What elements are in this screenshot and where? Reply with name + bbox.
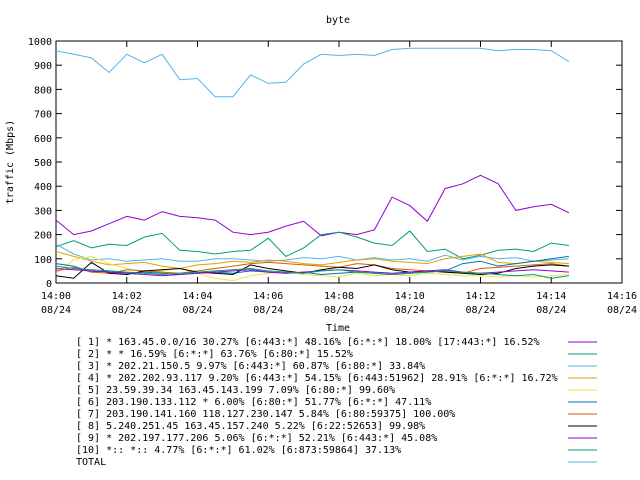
y-tick-label: 200 [34, 231, 52, 242]
legend: [ 1] * 163.45.0.0/16 30.27% [6:443:*] 48… [76, 337, 597, 468]
y-tick-label: 1000 [28, 37, 52, 48]
plot-frame [55, 40, 623, 284]
legend-label: TOTAL [76, 457, 106, 468]
legend-label: [ 8] 5.240.251.45 163.45.157.240 5.22% [… [76, 421, 425, 432]
legend-label: [ 6] 203.190.133.112 * 6.00% [6:80:*] 51… [76, 397, 431, 408]
y-tick-label: 500 [34, 158, 52, 169]
x-axis-ticks: 14:00 08/24 14:02 08/24 14:04 08/24 14:06 08/24… [41, 41, 637, 316]
legend-label: [ 1] * 163.45.0.0/16 30.27% [6:443:*] 48… [76, 337, 540, 348]
series-line-6 [55, 255, 569, 276]
y-axis-ticks: 0 100 200 300 400 500 600 700 800 900 1000 [28, 37, 622, 290]
legend-label: [ 7] 203.190.141.160 118.127.230.147 5.8… [76, 409, 455, 420]
x-tick-time: 14:04 [182, 291, 212, 302]
series-line-10 [55, 265, 569, 279]
series-line-5 [55, 255, 569, 282]
series-line-4 [55, 251, 569, 270]
x-tick-date: 08/24 [41, 305, 71, 316]
legend-label: [ 5] 23.59.39.34 163.45.143.199 7.09% [6… [76, 385, 395, 396]
x-tick-time: 14:12 [465, 291, 495, 302]
series-line-11 [55, 47, 570, 98]
y-tick-label: 400 [34, 182, 52, 193]
legend-label: [ 3] * 202.21.150.5 9.97% [6:443:*] 60.8… [76, 361, 425, 372]
series-line-7 [55, 261, 569, 274]
legend-label: [ 2] * * 16.59% [6:*:*] 63.76% [6:80:*] … [76, 349, 353, 360]
x-tick-time: 14:10 [395, 291, 425, 302]
series-line-2 [55, 230, 569, 260]
y-tick-label: 600 [34, 134, 52, 145]
x-tick-time: 14:16 [607, 291, 637, 302]
chart-title: byte [326, 15, 350, 26]
x-tick-time: 14:08 [324, 291, 354, 302]
x-tick-date: 08/24 [465, 305, 495, 316]
legend-label: [ 4] * 202.202.93.117 9.20% [6:443:*] 54… [76, 373, 558, 384]
x-tick-date: 08/24 [182, 305, 212, 316]
y-tick-label: 700 [34, 110, 52, 121]
x-tick-date: 08/24 [395, 305, 425, 316]
x-tick-date: 08/24 [324, 305, 354, 316]
y-tick-label: 300 [34, 206, 52, 217]
series-lines [55, 47, 570, 282]
x-tick-date: 08/24 [536, 305, 566, 316]
x-tick-date: 08/24 [607, 305, 637, 316]
y-axis-label: traffic (Mbps) [5, 120, 16, 204]
y-tick-label: 800 [34, 85, 52, 96]
x-tick-date: 08/24 [112, 305, 142, 316]
series-line-1 [55, 174, 570, 237]
y-tick-label: 900 [34, 61, 52, 72]
y-tick-label: 100 [34, 255, 52, 266]
x-tick-time: 14:06 [253, 291, 283, 302]
x-tick-time: 14:14 [536, 291, 566, 302]
legend-label: [ 9] * 202.197.177.206 5.06% [6:*:*] 52.… [76, 433, 437, 444]
x-tick-time: 14:02 [112, 291, 142, 302]
x-axis-label: Time [326, 323, 350, 334]
x-tick-date: 08/24 [253, 305, 283, 316]
y-tick-label: 0 [46, 279, 52, 290]
series-line-3 [55, 243, 569, 262]
legend-label: [10] *:: *:: 4.77% [6:*:*] 61.02% [6:873… [76, 445, 401, 456]
x-tick-time: 14:00 [41, 291, 71, 302]
